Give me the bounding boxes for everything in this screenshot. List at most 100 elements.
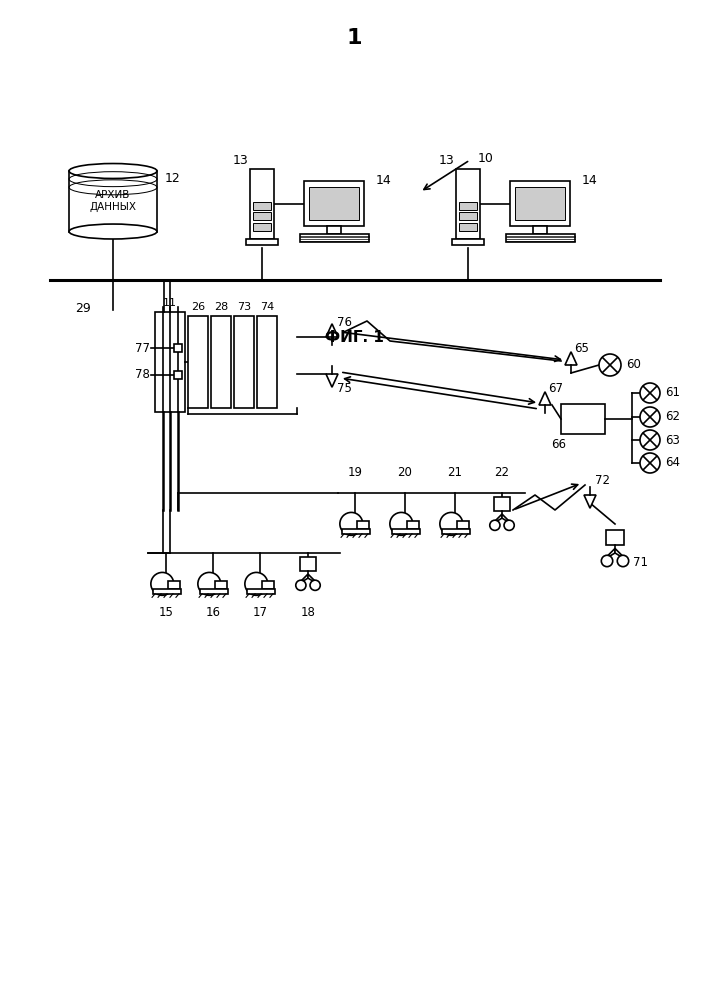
Bar (561, 404, 605, 434)
Text: 26: 26 (191, 302, 205, 312)
Bar (69, 171, 157, 239)
Circle shape (617, 555, 629, 567)
Bar (174, 344, 182, 352)
Bar (234, 316, 254, 408)
Circle shape (490, 520, 500, 530)
Bar (247, 239, 278, 245)
Polygon shape (584, 495, 596, 508)
Polygon shape (565, 352, 577, 365)
Bar (253, 223, 271, 231)
Text: ФИГ. 1: ФИГ. 1 (325, 330, 383, 346)
Ellipse shape (69, 164, 157, 178)
Text: 19: 19 (348, 466, 363, 480)
Bar (456, 169, 480, 239)
Circle shape (310, 580, 320, 590)
Bar (442, 529, 470, 534)
Text: 64: 64 (665, 456, 680, 470)
Text: 28: 28 (214, 302, 228, 312)
Text: 13: 13 (233, 154, 248, 167)
Bar (515, 187, 565, 220)
Text: 16: 16 (206, 606, 221, 619)
Circle shape (340, 512, 363, 535)
Bar (262, 581, 274, 589)
Circle shape (245, 572, 268, 595)
Bar (215, 581, 228, 589)
Bar (607, 530, 624, 545)
Text: 72: 72 (595, 475, 610, 488)
Bar (257, 316, 277, 408)
Text: 14: 14 (376, 174, 392, 188)
Polygon shape (502, 514, 512, 524)
Text: 73: 73 (237, 302, 251, 312)
Bar (407, 521, 419, 529)
Bar (200, 589, 228, 594)
Circle shape (602, 555, 613, 567)
Bar (460, 223, 477, 231)
Polygon shape (298, 574, 308, 584)
Circle shape (390, 512, 413, 535)
Circle shape (640, 383, 660, 403)
Bar (155, 312, 185, 412)
Polygon shape (615, 548, 626, 560)
Text: 66: 66 (551, 438, 566, 450)
Bar (304, 181, 364, 226)
Bar (327, 226, 341, 234)
Text: 12: 12 (165, 172, 181, 186)
Circle shape (640, 453, 660, 473)
Polygon shape (539, 392, 551, 405)
Polygon shape (308, 574, 318, 584)
Text: 71: 71 (633, 556, 648, 570)
Text: 61: 61 (665, 386, 680, 399)
Bar (300, 234, 368, 242)
Bar (533, 226, 547, 234)
Text: 13: 13 (438, 154, 454, 167)
Bar (494, 497, 510, 511)
Bar (452, 239, 484, 245)
Bar (460, 202, 477, 210)
Text: 10: 10 (478, 152, 494, 165)
Bar (253, 212, 271, 220)
Text: 63: 63 (665, 434, 680, 446)
Text: АРХИВ
ДАННЫХ: АРХИВ ДАННЫХ (90, 190, 136, 212)
Text: 62: 62 (665, 410, 680, 424)
Text: 17: 17 (252, 606, 267, 619)
Bar (342, 529, 370, 534)
Polygon shape (326, 374, 338, 387)
Bar (250, 169, 274, 239)
Text: 60: 60 (626, 359, 641, 371)
Bar (300, 557, 315, 571)
Circle shape (151, 572, 174, 595)
Text: 65: 65 (574, 342, 589, 356)
Bar (460, 212, 477, 220)
Polygon shape (492, 514, 502, 524)
Circle shape (599, 354, 621, 376)
Text: 21: 21 (448, 466, 462, 480)
Circle shape (296, 580, 306, 590)
Bar (392, 529, 420, 534)
Text: 76: 76 (337, 316, 352, 328)
Bar (174, 371, 182, 379)
Bar (211, 316, 231, 408)
Text: 77: 77 (135, 342, 150, 355)
Text: 78: 78 (135, 368, 150, 381)
Circle shape (640, 430, 660, 450)
Text: 67: 67 (548, 382, 563, 395)
Circle shape (440, 512, 463, 535)
Polygon shape (604, 548, 615, 560)
Text: 22: 22 (494, 466, 510, 480)
Text: 29: 29 (75, 302, 90, 314)
Circle shape (504, 520, 514, 530)
Bar (247, 589, 275, 594)
Circle shape (640, 407, 660, 427)
Bar (310, 187, 358, 220)
Bar (168, 581, 180, 589)
Text: 74: 74 (260, 302, 274, 312)
Text: 1: 1 (346, 28, 362, 48)
Bar (506, 234, 575, 242)
Bar (457, 521, 469, 529)
Bar (253, 202, 271, 210)
Bar (188, 316, 208, 408)
Text: 18: 18 (300, 606, 315, 619)
Circle shape (198, 572, 221, 595)
Text: 15: 15 (158, 606, 173, 619)
